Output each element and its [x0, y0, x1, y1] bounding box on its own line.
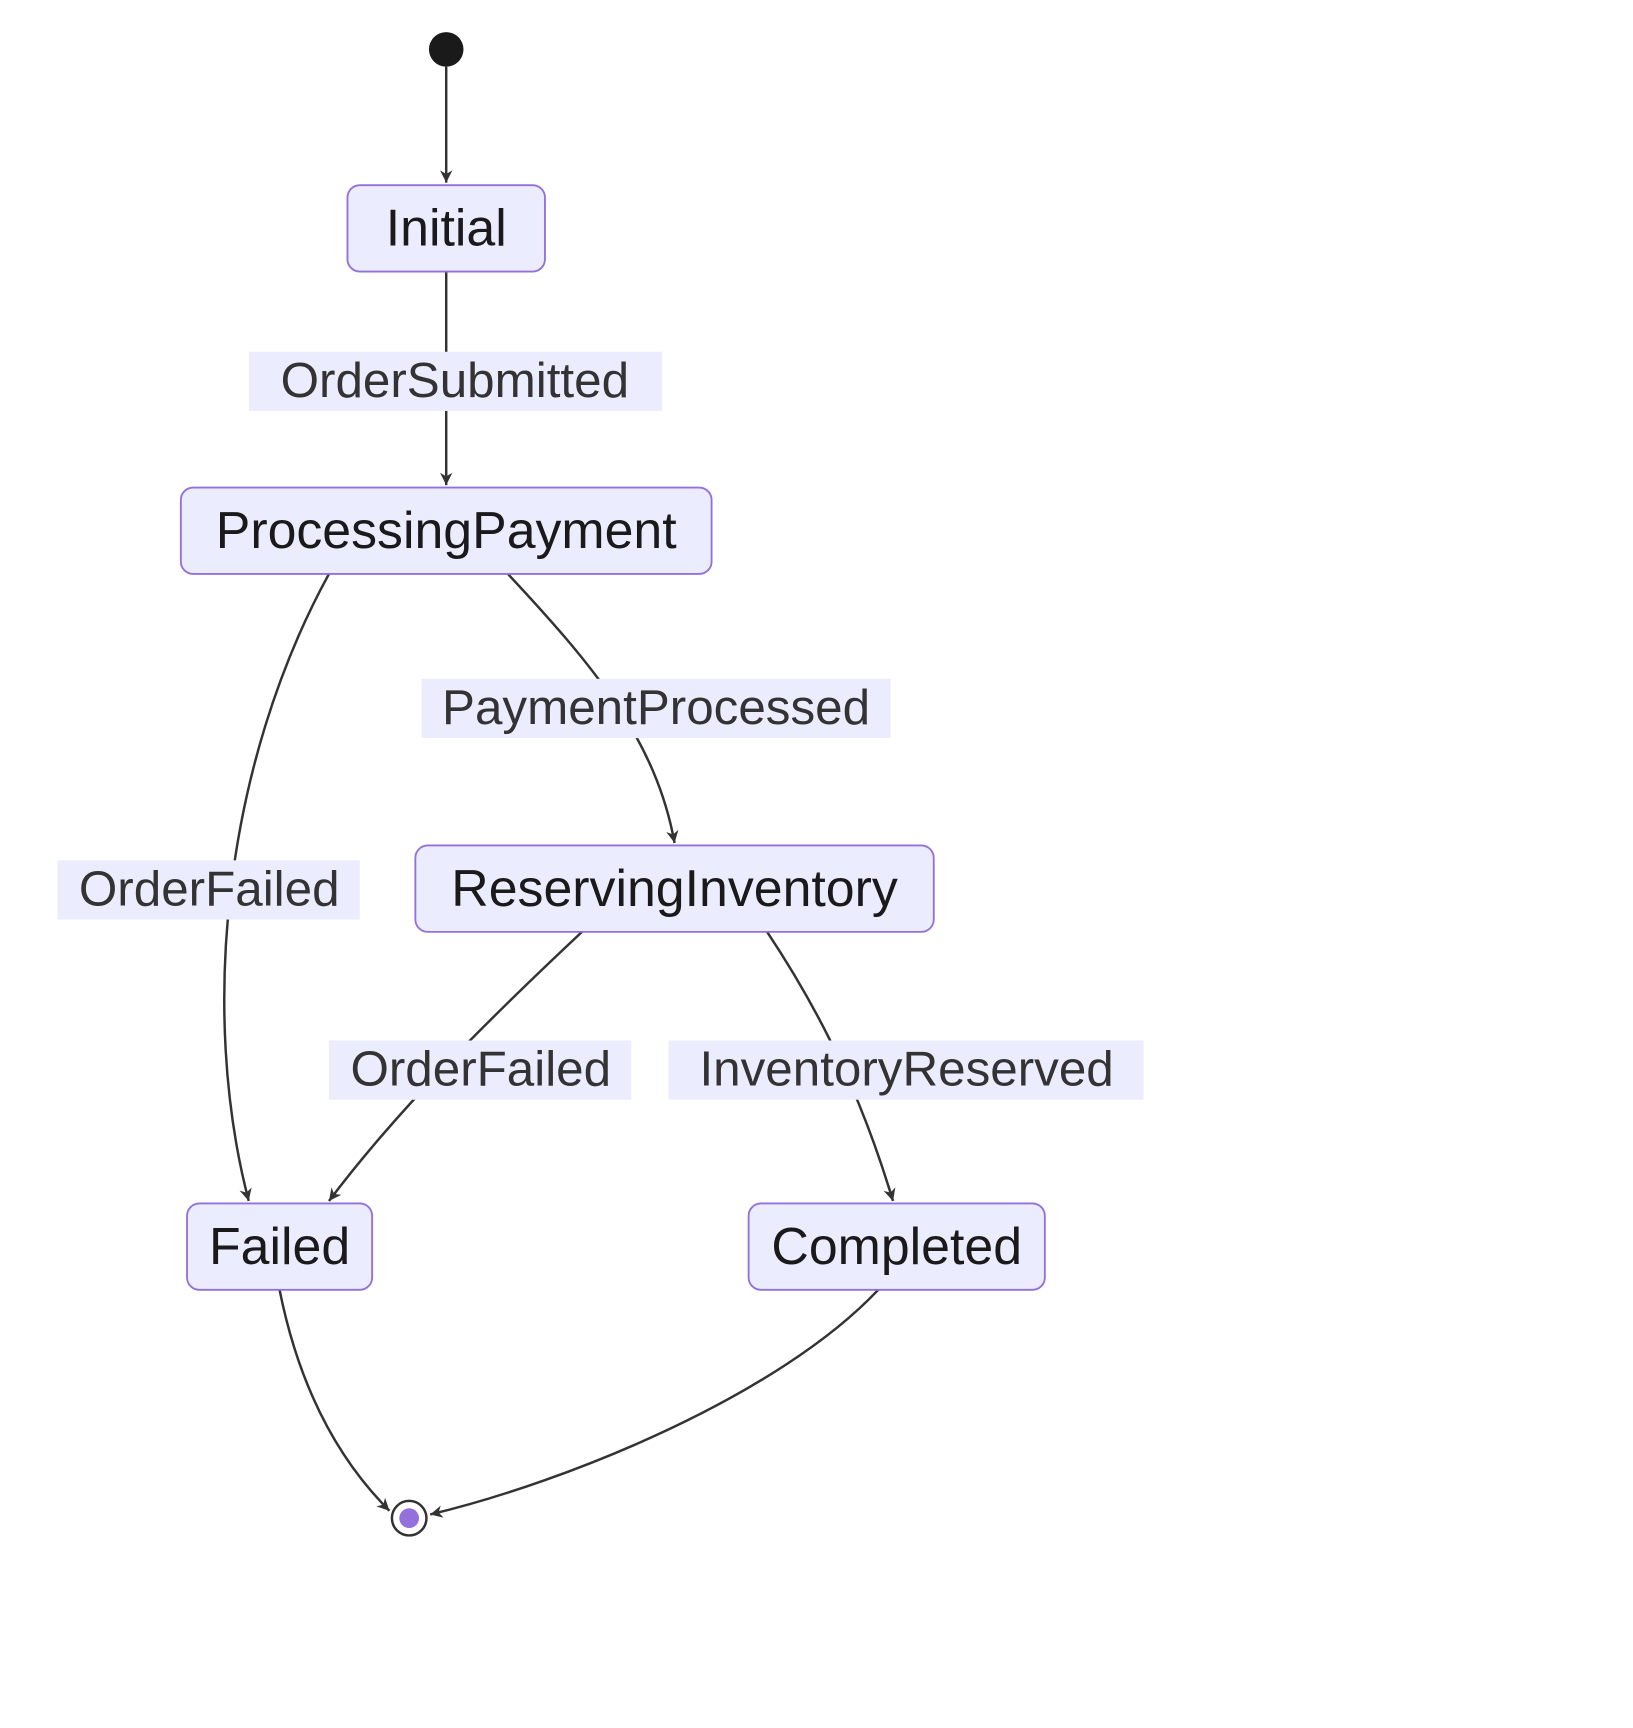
start-node: [429, 32, 464, 67]
edge-label-order-failed-2: OrderFailed: [350, 1042, 611, 1097]
edge-label-order-failed-1: OrderFailed: [79, 861, 340, 916]
edge-completed-end: [430, 1290, 878, 1515]
edge-failed-end: [280, 1290, 390, 1511]
state-diagram: OrderSubmitted PaymentProcessed OrderFai…: [0, 0, 1633, 1728]
node-reserving-inventory: ReservingInventory: [415, 845, 933, 931]
node-initial: Initial: [347, 185, 544, 271]
edge-label-order-submitted: OrderSubmitted: [281, 353, 629, 408]
node-completed: Completed: [749, 1203, 1045, 1289]
node-label-failed: Failed: [209, 1217, 350, 1275]
node-processing-payment: ProcessingPayment: [181, 488, 712, 574]
end-node: [392, 1501, 427, 1536]
node-failed: Failed: [187, 1203, 372, 1289]
node-label-completed: Completed: [771, 1217, 1022, 1275]
node-label-payment: ProcessingPayment: [216, 501, 678, 559]
edge-label-inventory-reserved: InventoryReserved: [699, 1042, 1113, 1097]
edge-label-payment-processed: PaymentProcessed: [442, 680, 870, 735]
node-label-inventory: ReservingInventory: [451, 859, 898, 917]
node-label-initial: Initial: [386, 199, 507, 257]
